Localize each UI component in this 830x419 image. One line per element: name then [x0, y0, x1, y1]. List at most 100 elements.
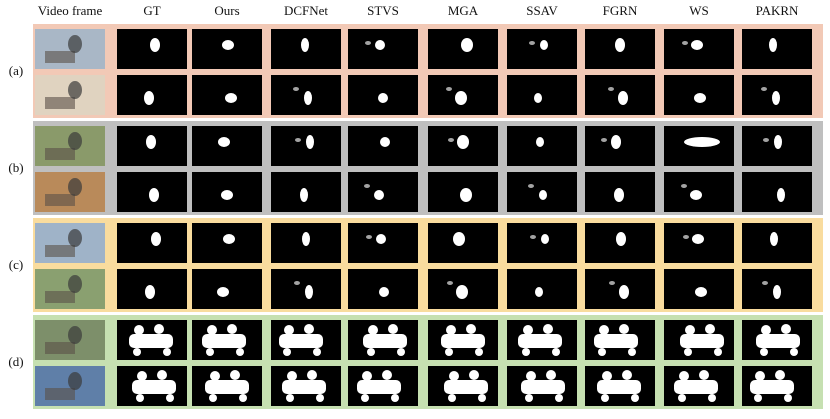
mask-blob: [769, 38, 777, 52]
mask-blob: [149, 188, 159, 202]
mask-blob: [166, 394, 174, 402]
video-frame-detail: [45, 342, 75, 354]
mask-noise: [682, 41, 688, 45]
mask-blob: [774, 135, 782, 149]
column-header: PAKRN: [756, 3, 799, 18]
mask-blob: [202, 334, 246, 348]
mask-blob: [225, 93, 237, 103]
mask-blob: [305, 285, 313, 299]
mask-blob: [306, 135, 314, 149]
mask-blob: [154, 324, 164, 334]
mask-noise: [609, 281, 615, 285]
mask-noise: [762, 281, 768, 285]
mask-noise: [681, 184, 687, 188]
mask-noise: [530, 235, 536, 239]
mask-blob: [279, 334, 323, 348]
mask-blob: [453, 232, 465, 246]
mask-blob: [614, 188, 624, 202]
mask-blob: [210, 371, 220, 381]
mask-blob: [304, 91, 312, 105]
mask-blob: [599, 325, 609, 335]
mask-blob: [136, 394, 144, 402]
video-frame-detail: [45, 291, 75, 303]
mask-blob: [134, 325, 144, 335]
mask-blob: [708, 394, 716, 402]
mask-blob: [302, 232, 310, 246]
column-header: GT: [143, 3, 160, 18]
mask-blob: [221, 190, 233, 200]
mask-blob: [790, 348, 798, 356]
mask-blob: [631, 394, 639, 402]
mask-blob: [691, 40, 703, 50]
mask-blob: [705, 324, 715, 334]
mask-noise: [294, 281, 300, 285]
mask-blob: [300, 188, 308, 202]
mask-blob: [286, 394, 294, 402]
mask-blob: [301, 38, 309, 52]
mask-blob: [772, 91, 780, 105]
mask-blob: [692, 234, 704, 244]
mask-blob: [754, 394, 762, 402]
mask-blob: [445, 348, 453, 356]
mask-blob: [602, 371, 612, 381]
column-header: DCFNet: [284, 3, 328, 18]
mask-blob: [628, 348, 636, 356]
mask-blob: [236, 348, 244, 356]
mask-blob: [679, 371, 689, 381]
mask-blob: [699, 370, 709, 380]
video-frame-detail: [45, 194, 75, 206]
mask-blob: [283, 348, 291, 356]
mask-noise: [365, 41, 371, 45]
mask-tile: [271, 126, 341, 166]
mask-blob: [230, 370, 240, 380]
mask-blob: [466, 324, 476, 334]
mask-blob: [444, 380, 488, 394]
mask-blob: [132, 380, 176, 394]
mask-blob: [770, 232, 778, 246]
mask-blob: [209, 394, 217, 402]
column-header: Ours: [214, 3, 239, 18]
mask-blob: [518, 334, 562, 348]
mask-blob: [144, 91, 154, 105]
video-frame-subject: [68, 132, 82, 150]
mask-blob: [461, 38, 473, 52]
column-header: FGRN: [603, 3, 638, 18]
column-header: SSAV: [526, 3, 558, 18]
mask-blob: [380, 137, 390, 147]
mask-blob: [446, 325, 456, 335]
mask-blob: [239, 394, 247, 402]
mask-blob: [523, 325, 533, 335]
mask-blob: [222, 40, 234, 50]
column-header: WS: [689, 3, 709, 18]
mask-blob: [456, 285, 468, 299]
group-label: (d): [8, 354, 23, 369]
mask-blob: [217, 287, 229, 297]
mask-blob: [674, 380, 718, 394]
mask-blob: [690, 190, 702, 200]
mask-blob: [379, 287, 389, 297]
mask-blob: [678, 394, 686, 402]
video-frame-detail: [45, 245, 75, 257]
mask-blob: [714, 348, 722, 356]
mask-blob: [597, 380, 641, 394]
mask-blob: [694, 93, 706, 103]
mask-blob: [685, 325, 695, 335]
mask-blob: [137, 371, 147, 381]
mask-blob: [478, 394, 486, 402]
mask-blob: [397, 348, 405, 356]
mask-blob: [618, 91, 628, 105]
mask-blob: [284, 325, 294, 335]
mask-blob: [223, 234, 235, 244]
video-frame-detail: [45, 51, 75, 63]
mask-blob: [611, 135, 621, 149]
mask-blob: [368, 325, 378, 335]
mask-blob: [206, 348, 214, 356]
mask-blob: [218, 137, 230, 147]
mask-blob: [375, 40, 385, 50]
video-frame-subject: [68, 372, 82, 390]
mask-noise: [601, 138, 607, 142]
mask-blob: [594, 334, 638, 348]
mask-noise: [366, 235, 372, 239]
mask-blob: [535, 287, 543, 297]
mask-blob: [460, 188, 472, 202]
